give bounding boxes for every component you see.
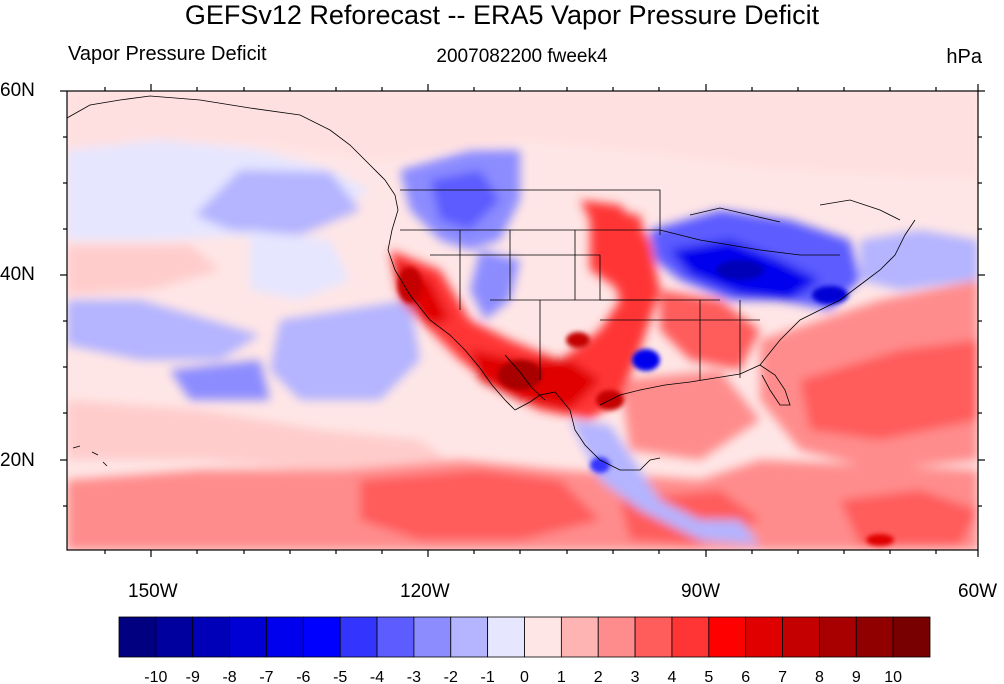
lon-label-120w: 120W [400,581,450,602]
colorbar-tick-label: -10 [144,669,167,684]
colorbar-tick-label: 4 [668,669,677,684]
lat-label-20n: 20N [0,450,35,471]
colorbar-tick-label: 8 [815,669,824,684]
colorbar-tick-label: 9 [852,669,861,684]
colorbar-swatch [597,616,636,658]
colorbar-tick-label: 7 [778,669,787,684]
colorbar-tick-label: 0 [520,669,529,684]
axis-ticks [60,84,985,557]
anomaly-field [67,91,978,550]
date-forecast-label: 2007082200 fweek4 [436,46,608,67]
lon-label-150w: 150W [128,581,178,602]
colorbar-swatch [413,616,452,658]
colorbar-tick-label: -1 [481,669,495,684]
lat-label-60n: 60N [0,80,35,101]
colorbar-tick-label: 1 [557,669,566,684]
colorbar-swatch [782,616,820,658]
colorbar-tick-label: 3 [631,669,640,684]
colorbar-tick-label: -5 [333,669,347,684]
colorbar: -10 -9 -8 -7 -6 -5 -4 -3 -2 -1 0 1 2 3 4 5 6 7 8 9 10 [118,616,931,684]
coastlines [67,95,916,471]
colorbar-swatch [192,616,230,658]
colorbar-tick-label: 10 [884,669,902,684]
colorbar-tick-label: -3 [407,669,421,684]
colorbar-swatch [855,616,894,658]
colorbar-tick-label: 5 [704,669,713,684]
lat-label-40n: 40N [0,264,35,285]
colorbar-tick-label: -9 [186,669,200,684]
colorbar-swatch [118,616,157,658]
colorbar-swatch [155,616,194,658]
colorbar-tick-label: 6 [741,669,750,684]
colorbar-swatch [376,616,415,658]
colorbar-swatch [450,616,489,658]
colorbar-swatch [560,616,599,658]
units-label: hPa [946,46,982,68]
colorbar-tick-label: -4 [370,669,384,684]
colorbar-tick-label: -6 [296,669,310,684]
colorbar-swatch [487,616,525,658]
figure-title: GEFSv12 Reforecast -- ERA5 Vapor Pressur… [184,0,820,30]
colorbar-tick-label: -2 [444,669,458,684]
variable-label: Vapor Pressure Deficit [68,43,267,65]
colorbar-swatch [819,616,857,658]
colorbar-swatch [745,616,783,658]
colorbar-tick-label: -7 [259,669,273,684]
colorbar-swatch [524,616,562,658]
colorbar-swatch [339,616,378,658]
colorbar-swatch [266,616,304,658]
lon-label-60w: 60W [958,581,998,602]
colorbar-swatch [229,616,267,658]
lon-label-90w: 90W [681,581,721,602]
colorbar-tick-label: -8 [222,669,236,684]
colorbar-swatch [302,616,341,658]
colorbar-swatch [892,616,931,658]
colorbar-swatch [671,616,710,658]
colorbar-swatch [634,616,673,658]
colorbar-swatch [708,616,747,658]
colorbar-tick-label: 2 [594,669,603,684]
